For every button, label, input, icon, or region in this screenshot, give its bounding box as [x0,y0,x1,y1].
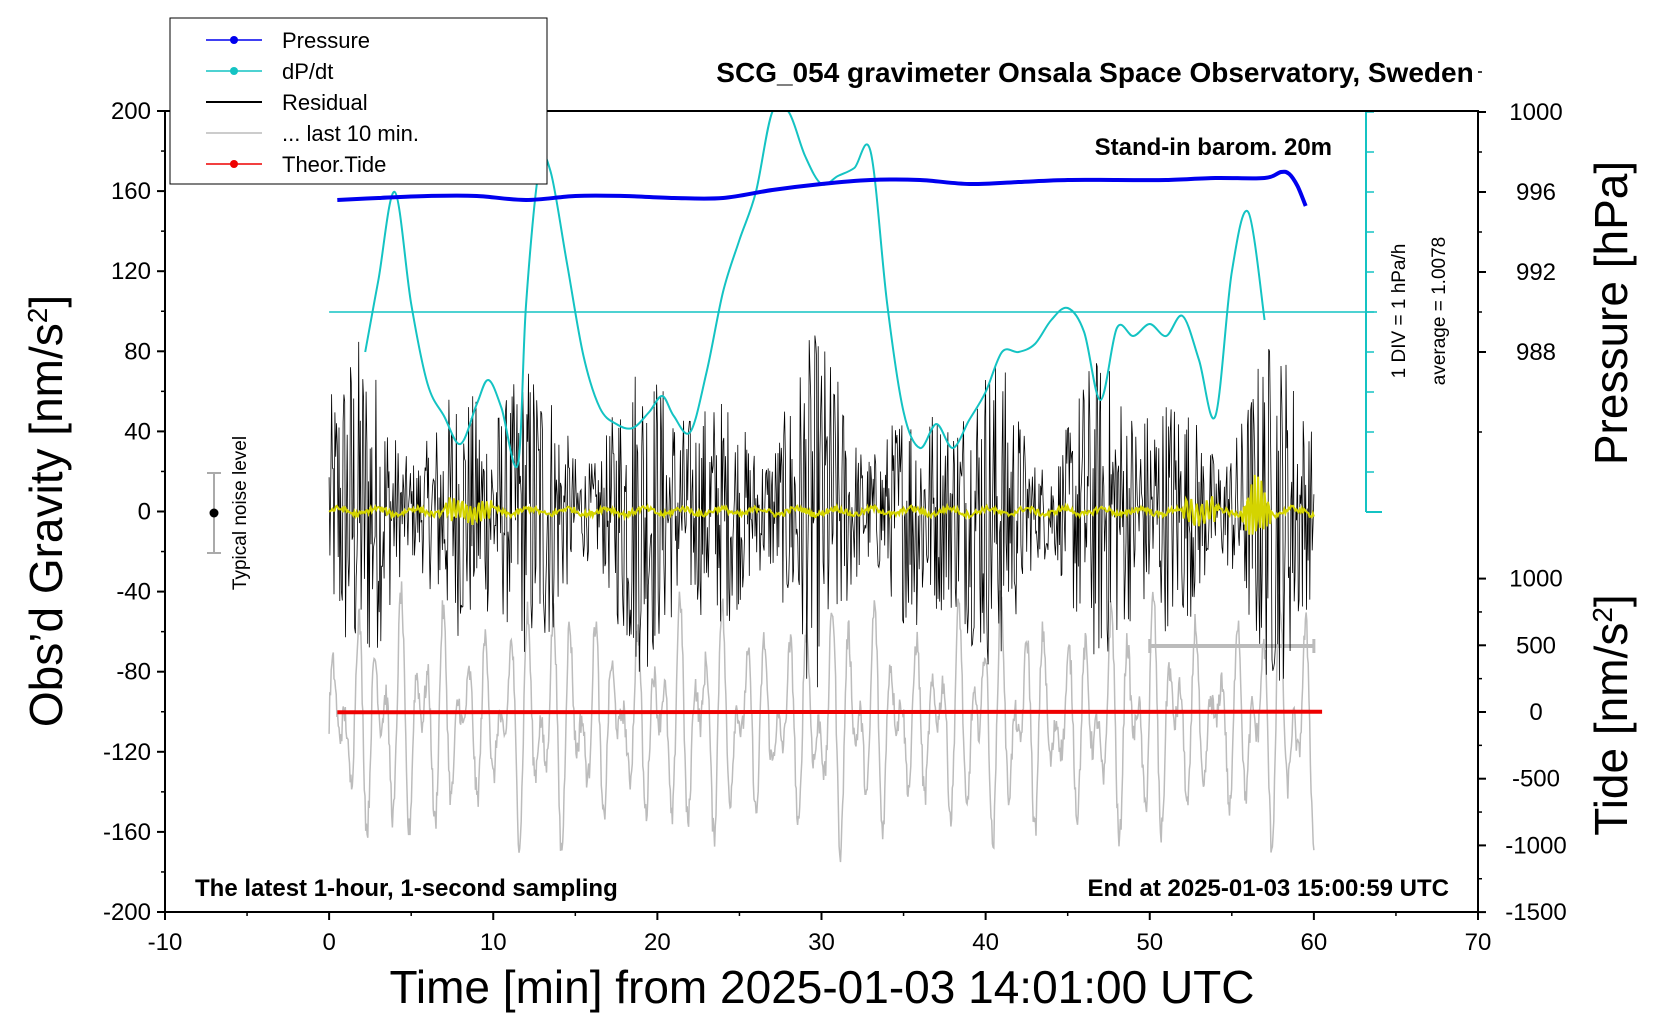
chart-title: SCG_054 gravimeter Onsala Space Observat… [716,57,1473,88]
legend-marker [230,160,238,168]
tide-tick-label: -1500 [1505,899,1566,926]
y-tick-label: -120 [103,739,151,766]
pressure-tick-label: 992 [1516,259,1556,286]
x-tick-label: 10 [480,929,507,956]
y-tick-label: -80 [116,659,151,686]
pressure-tick-label: 1000 [1509,99,1562,126]
plot-frame [164,110,1479,913]
filtered-residual-layer [328,474,1315,535]
y-axis-title-pressure: Pressure [hPa] [1585,161,1637,465]
tide-tick-label: 0 [1529,699,1542,726]
y-tick-label: -40 [116,579,151,606]
pressure-tick-label: 996 [1516,179,1556,206]
y-tick-label: 0 [138,499,151,526]
residual-line [328,335,1315,688]
legend-label: dP/dt [282,59,333,84]
legend-label: Pressure [282,28,370,53]
tide-tick-label: -500 [1512,766,1560,793]
latest-hour-note: The latest 1-hour, 1-second sampling [195,875,618,902]
end-time-note: End at 2025-01-03 15:00:59 UTC [1088,875,1450,902]
pressure-line [337,169,1308,207]
legend-marker [230,67,238,75]
y-tick-label: 160 [111,178,151,205]
y-tick-label: -160 [103,819,151,846]
x-tick-label: 0 [322,929,335,956]
tide-tick-label: 1000 [1509,566,1562,593]
y-tick-label: 200 [111,98,151,125]
theoretical-tide-line [337,709,1323,715]
dpdt-line [364,111,1266,469]
legend-label: ... last 10 min. [282,121,419,146]
x-tick-label: 30 [808,929,835,956]
axes-layer: -10 0 10 20 30 40 50 60 70 -200 -160 -120 -80 -40 0 40 8… [103,71,1567,956]
y-tick-label: 80 [124,338,151,365]
tide-tick-label: 500 [1516,632,1556,659]
standin-barometer-note: Stand-in barom. 20m [1095,134,1332,161]
x-tick-label: 70 [1465,929,1492,956]
filtered-residual-line [328,474,1315,535]
residual-last-10-min-layer [328,581,1316,863]
y-axis-title-gravity: Obs’d Gravity [nm/s2] [20,295,72,727]
legend-label: Residual [282,90,368,115]
legend-label: Theor.Tide [282,152,386,177]
x-axis-title: Time [min] from 2025-01-03 14:01:00 UTC [390,961,1255,1013]
y-tick-label: -200 [103,899,151,926]
y-tick-label: 120 [111,258,151,285]
pressure-tick-label: 988 [1516,339,1556,366]
y-tick-label: 40 [124,418,151,445]
last-10-min-line [328,581,1315,863]
y-axis-title-tide: Tide [nm/s2] [1585,594,1637,835]
x-tick-label: 60 [1301,929,1328,956]
legend-marker [230,36,238,44]
dpdt-layer [329,111,1382,513]
x-tick-label: 20 [644,929,671,956]
noise-level-label: Typical noise level [230,436,251,590]
noise-level-indicator [207,472,221,554]
x-tick-label: 40 [972,929,999,956]
pressure-layer [337,169,1308,207]
residual-layer [328,335,1315,688]
x-tick-label: 50 [1136,929,1163,956]
legend: Pressure dP/dt Residual ... last 10 min. The… [169,17,548,185]
div-scale-label: 1 DIV = 1 hPa/h [1389,244,1410,379]
tide-tick-label: -1000 [1505,832,1566,859]
tide-layer [337,709,1323,715]
x-tick-label: -10 [148,929,183,956]
average-label: average = 1.0078 [1429,237,1450,385]
